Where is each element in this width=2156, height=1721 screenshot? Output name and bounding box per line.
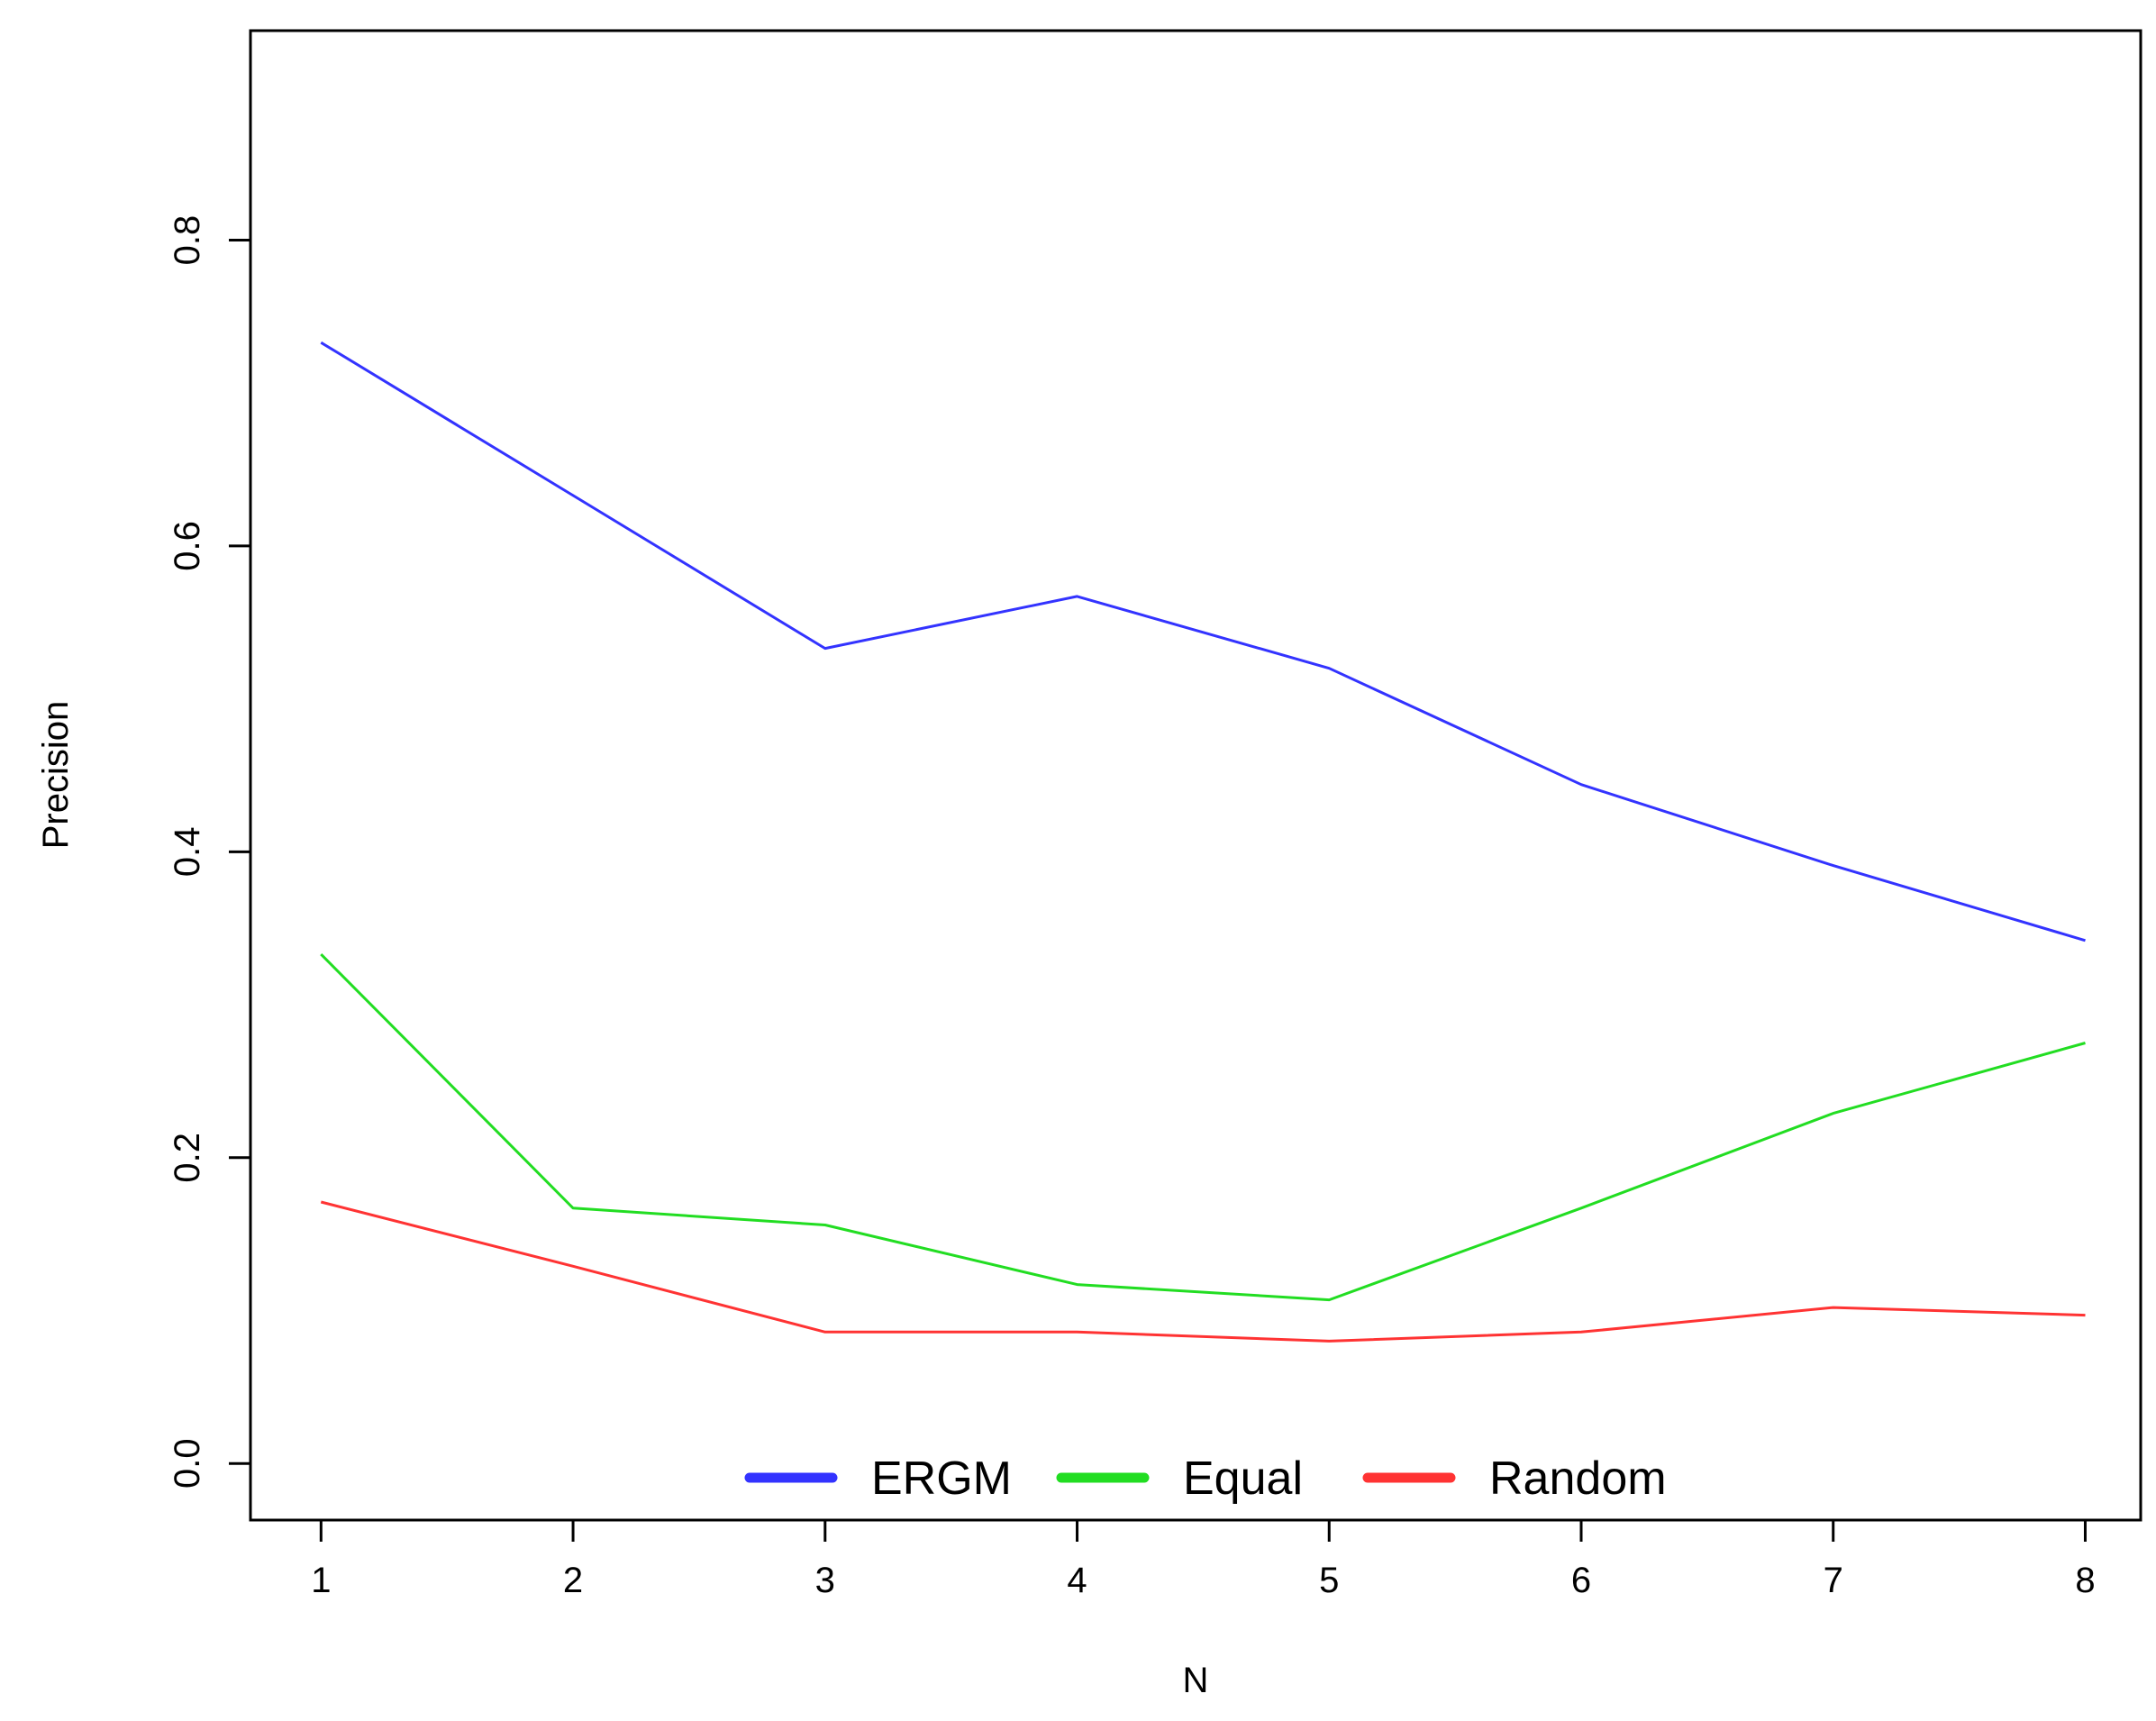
y-axis-title: Precision: [36, 701, 76, 850]
y-tick-label: 0.8: [168, 215, 207, 266]
series-line-equal: [320, 953, 2086, 1302]
y-tick-label: 0.2: [168, 1133, 207, 1183]
x-tick-label: 2: [563, 1561, 583, 1600]
series-line-random: [320, 1200, 2086, 1343]
y-tick-label: 0.6: [168, 521, 207, 571]
y-axis: 0.0 0.2 0.4 0.6 0.8: [168, 215, 252, 1489]
y-tick-label: 0.4: [168, 827, 207, 878]
legend: ERGM Equal Random: [744, 1452, 1667, 1505]
x-tick-label: 4: [1067, 1561, 1087, 1600]
y-tick-label: 0.0: [168, 1438, 207, 1489]
x-tick-label: 8: [2075, 1561, 2095, 1600]
x-tick-label: 3: [815, 1561, 835, 1600]
x-tick-label: 7: [1824, 1561, 1843, 1600]
x-axis: 1 2 3 4 5 6 7 8: [311, 1518, 2096, 1600]
series-layer: [320, 341, 2086, 1343]
series-line-ergm: [320, 341, 2086, 942]
x-tick-label: 5: [1319, 1561, 1339, 1600]
legend-label-ergm: ERGM: [871, 1452, 1012, 1505]
legend-label-random: Random: [1489, 1452, 1667, 1505]
legend-label-equal: Equal: [1183, 1452, 1303, 1505]
plot-frame: [249, 29, 2142, 1522]
x-tick-label: 6: [1571, 1561, 1591, 1600]
x-tick-label: 1: [311, 1561, 331, 1600]
x-axis-title: N: [1183, 1661, 1209, 1700]
